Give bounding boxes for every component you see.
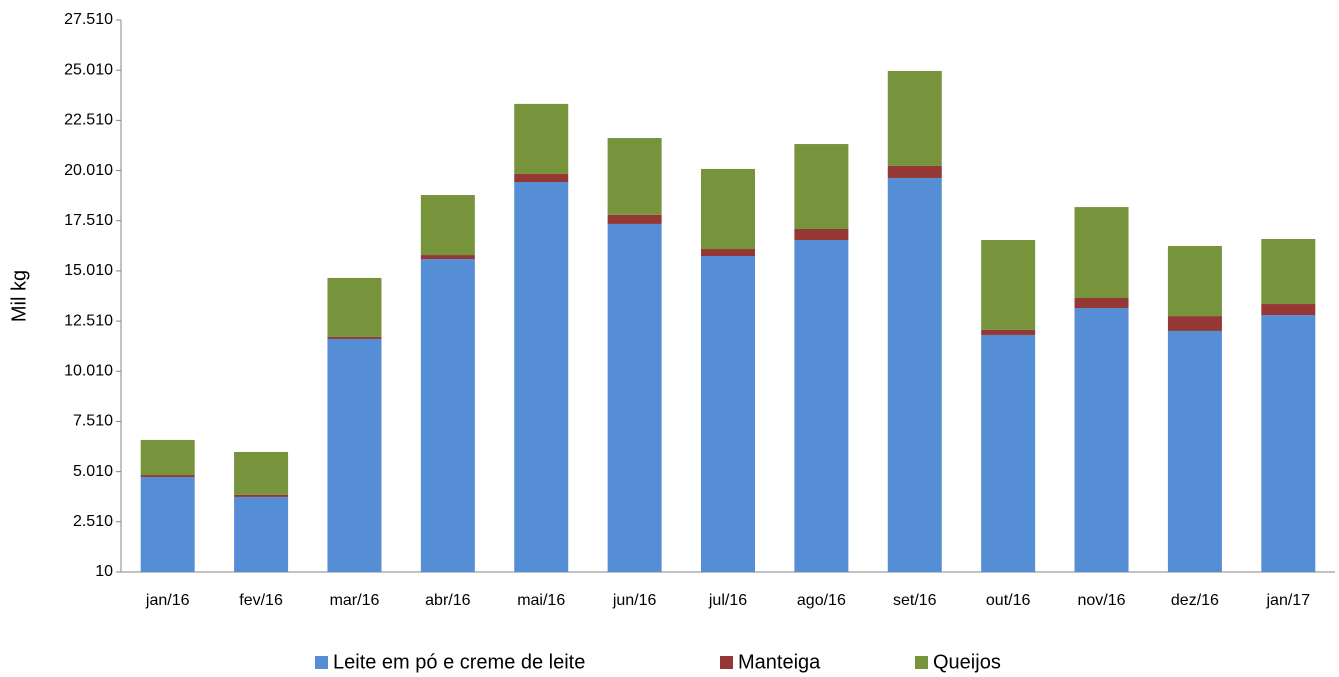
bar-segment [1167, 316, 1222, 331]
x-tick-label: jul/16 [708, 592, 747, 609]
bar-segment [234, 494, 289, 497]
y-tick-label: 7.510 [73, 413, 113, 430]
bar-segment [794, 239, 849, 573]
x-tick-label: jun/16 [612, 592, 657, 609]
bar-segment [607, 214, 662, 224]
y-axis-label: Mil kg [8, 270, 30, 322]
bar-segment [607, 223, 662, 572]
x-tick-label: fev/16 [239, 592, 283, 609]
bar-segment [140, 475, 195, 478]
y-tick-label: 15.010 [64, 262, 113, 279]
bar-segment [1167, 246, 1222, 317]
bar-segment [234, 451, 289, 495]
bar-segment [887, 177, 942, 573]
bar-segment [701, 168, 755, 250]
bar-segment [701, 249, 755, 257]
x-tick-label: jan/16 [145, 592, 190, 609]
bar-segment [887, 165, 942, 178]
y-tick-label: 10.010 [64, 362, 113, 379]
bar-segment [514, 173, 569, 182]
x-tick-label: out/16 [986, 592, 1031, 609]
x-tick-label: dez/16 [1171, 592, 1219, 609]
bar-segment [514, 181, 569, 572]
bar-segment [887, 70, 942, 166]
legend-swatch [915, 656, 928, 669]
y-tick-label: 27.510 [64, 11, 113, 28]
legend-swatch [315, 656, 328, 669]
bar-segment [514, 103, 569, 174]
y-tick-label: 12.510 [64, 312, 113, 329]
x-tick-label: set/16 [893, 592, 937, 609]
bar-segment [420, 255, 475, 260]
legend-label: Queijos [933, 651, 1001, 673]
x-tick-label: jan/17 [1266, 592, 1311, 609]
bar-segment [794, 228, 849, 240]
bar-segment [1261, 304, 1316, 316]
x-tick-label: ago/16 [797, 592, 846, 609]
bar-segment [140, 477, 195, 572]
y-tick-label: 17.510 [64, 212, 113, 229]
bar-segment [327, 336, 382, 339]
bar-segment [234, 496, 289, 572]
y-tick-label: 5.010 [73, 463, 113, 480]
bar-segment [327, 338, 382, 572]
bar-segment [1074, 308, 1129, 572]
bar-segment [420, 195, 475, 256]
x-tick-label: nov/16 [1078, 592, 1126, 609]
bar-segment [607, 138, 662, 215]
legend-swatch [720, 656, 733, 669]
bar-segment [327, 277, 382, 337]
x-tick-label: mai/16 [517, 592, 565, 609]
x-tick-label: mar/16 [330, 592, 380, 609]
y-tick-label: 10 [95, 563, 113, 580]
bar-segment [1074, 298, 1129, 309]
x-tick-label: abr/16 [425, 592, 470, 609]
y-tick-label: 2.510 [73, 513, 113, 530]
bar-segment [1261, 315, 1316, 572]
bar-segment [1167, 330, 1222, 572]
bar-segment [420, 259, 475, 572]
bar-segment [1074, 207, 1129, 299]
legend-label: Leite em pó e creme de leite [333, 651, 585, 673]
bar-segment [140, 439, 195, 476]
bar-segment [981, 334, 1036, 572]
legend-label: Manteiga [738, 651, 821, 673]
bar-segment [981, 239, 1036, 330]
y-tick-label: 25.010 [64, 61, 113, 78]
y-tick-label: 22.510 [64, 112, 113, 129]
bar-segment [701, 256, 755, 572]
bar-segment [1261, 238, 1316, 305]
bar-segment [794, 144, 849, 229]
bar-segment [981, 329, 1036, 335]
y-tick-label: 20.010 [64, 162, 113, 179]
